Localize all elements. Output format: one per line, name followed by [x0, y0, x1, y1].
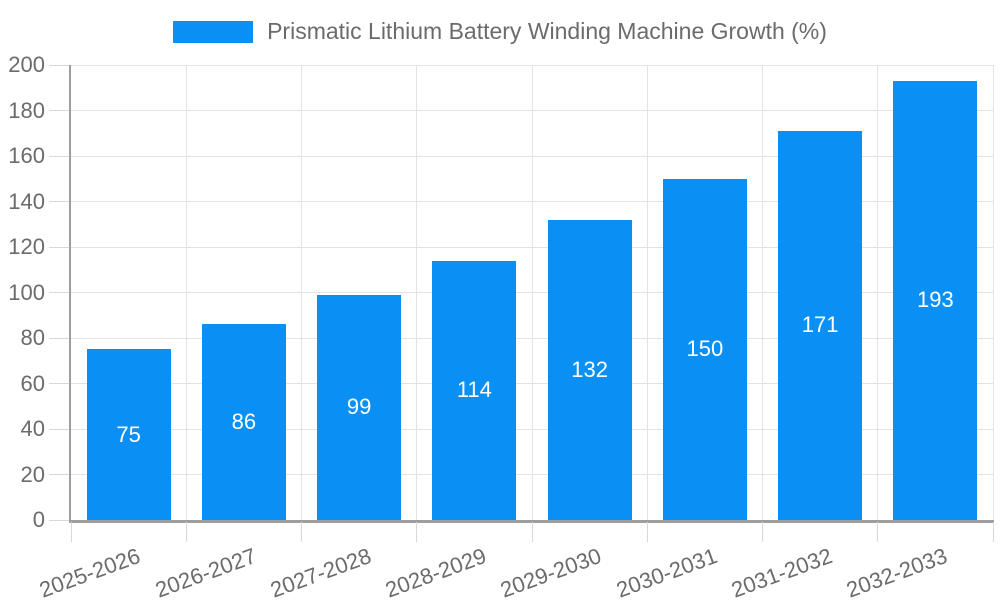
bar-value-label: 86 — [231, 409, 257, 435]
bar: 171 — [778, 130, 863, 520]
y-axis-tick-label: 120 — [8, 234, 45, 259]
plot-area: 0 20 40 60 80 100 120 140 160 180 200 75 2025-2026 86… — [8, 52, 994, 600]
y-axis-tick — [49, 428, 69, 430]
vertical-gridline — [416, 65, 418, 520]
y-axis-tick-label: 40 — [20, 416, 45, 441]
vertical-gridline — [877, 65, 879, 520]
bar-value-label: 150 — [686, 336, 724, 362]
bar: 86 — [201, 324, 286, 520]
x-axis-tick — [877, 522, 879, 542]
x-axis-line — [69, 520, 994, 523]
bar-value-label: 171 — [801, 312, 839, 338]
x-axis-category-label: 2029-2030 — [497, 543, 605, 600]
y-axis-tick — [49, 383, 69, 384]
x-axis-tick — [992, 522, 994, 542]
x-axis-category-label: 2025-2026 — [36, 543, 144, 600]
bar-value-label: 132 — [571, 356, 608, 382]
x-axis-category-label: 2027-2028 — [266, 543, 375, 600]
x-axis-tick — [646, 522, 648, 542]
vertical-gridline — [762, 65, 763, 520]
y-axis-tick — [49, 201, 69, 202]
bar: 99 — [317, 294, 402, 520]
y-axis-tick-label: 160 — [8, 143, 45, 168]
bar: 150 — [662, 178, 747, 520]
y-axis-tick-label: 20 — [20, 461, 45, 487]
x-axis-tick — [531, 522, 533, 542]
x-axis-category-label: 2030-2031 — [612, 543, 721, 600]
x-axis-category-label: 2032-2033 — [843, 543, 951, 600]
bar-value-label: 75 — [116, 421, 141, 447]
bar: 193 — [893, 80, 978, 520]
bar-value-label: 99 — [346, 394, 372, 420]
y-axis-tick — [49, 519, 69, 521]
x-axis-category-label: 2028-2029 — [382, 543, 490, 600]
y-axis-tick-label: 140 — [8, 188, 45, 214]
bar-value-label: 114 — [456, 377, 492, 403]
y-axis-tick — [49, 110, 69, 111]
y-axis-tick — [49, 474, 69, 475]
y-axis-tick — [49, 292, 69, 293]
x-axis-tick — [70, 522, 72, 542]
y-axis-line — [69, 65, 71, 523]
x-axis-tick — [301, 522, 302, 542]
legend-label: Prismatic Lithium Battery Winding Machin… — [267, 18, 827, 44]
y-axis-tick — [49, 337, 69, 339]
y-axis-tick-label: 200 — [8, 52, 45, 77]
vertical-gridline — [992, 65, 994, 520]
y-axis-tick-label: 100 — [8, 279, 45, 305]
y-axis-tick-label: 180 — [8, 97, 45, 123]
vertical-gridline — [646, 65, 648, 520]
bar-value-label: 193 — [917, 287, 954, 313]
x-axis-tick — [185, 522, 187, 542]
bar: 132 — [547, 219, 632, 520]
bar: 75 — [86, 349, 171, 520]
bar: 114 — [432, 260, 517, 520]
x-axis-tick — [416, 522, 418, 542]
legend-swatch-icon — [173, 20, 254, 43]
y-axis-tick — [49, 155, 69, 157]
x-axis-tick — [762, 522, 763, 542]
x-axis-category-label: 2031-2032 — [727, 543, 836, 600]
vertical-gridline — [531, 65, 533, 520]
legend-item[interactable]: Prismatic Lithium Battery Winding Machin… — [0, 18, 1000, 45]
vertical-gridline — [185, 65, 187, 520]
vertical-gridline — [301, 65, 302, 520]
x-axis-category-label: 2026-2027 — [151, 543, 260, 600]
y-axis-tick — [49, 246, 69, 248]
y-axis-tick-label: 80 — [20, 325, 45, 350]
y-axis-tick-label: 0 — [32, 507, 45, 532]
y-axis-tick — [49, 64, 69, 66]
y-axis-tick-label: 60 — [20, 370, 45, 396]
